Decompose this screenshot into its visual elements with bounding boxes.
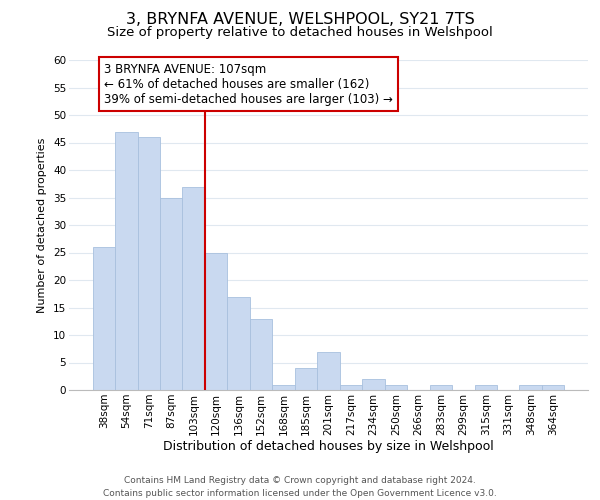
Text: 3, BRYNFA AVENUE, WELSHPOOL, SY21 7TS: 3, BRYNFA AVENUE, WELSHPOOL, SY21 7TS <box>125 12 475 28</box>
Bar <box>115 132 137 390</box>
Bar <box>542 384 565 390</box>
Bar <box>295 368 317 390</box>
Bar <box>250 318 272 390</box>
Bar <box>272 384 295 390</box>
Bar <box>317 352 340 390</box>
Bar <box>340 384 362 390</box>
Bar <box>137 137 160 390</box>
Bar <box>475 384 497 390</box>
Bar <box>430 384 452 390</box>
Bar <box>385 384 407 390</box>
Bar <box>182 186 205 390</box>
Text: 3 BRYNFA AVENUE: 107sqm
← 61% of detached houses are smaller (162)
39% of semi-d: 3 BRYNFA AVENUE: 107sqm ← 61% of detache… <box>104 62 392 106</box>
Bar <box>205 252 227 390</box>
X-axis label: Distribution of detached houses by size in Welshpool: Distribution of detached houses by size … <box>163 440 494 454</box>
Text: Contains HM Land Registry data © Crown copyright and database right 2024.
Contai: Contains HM Land Registry data © Crown c… <box>103 476 497 498</box>
Bar <box>520 384 542 390</box>
Bar <box>227 296 250 390</box>
Bar <box>362 379 385 390</box>
Y-axis label: Number of detached properties: Number of detached properties <box>37 138 47 312</box>
Bar <box>160 198 182 390</box>
Bar <box>92 247 115 390</box>
Text: Size of property relative to detached houses in Welshpool: Size of property relative to detached ho… <box>107 26 493 39</box>
